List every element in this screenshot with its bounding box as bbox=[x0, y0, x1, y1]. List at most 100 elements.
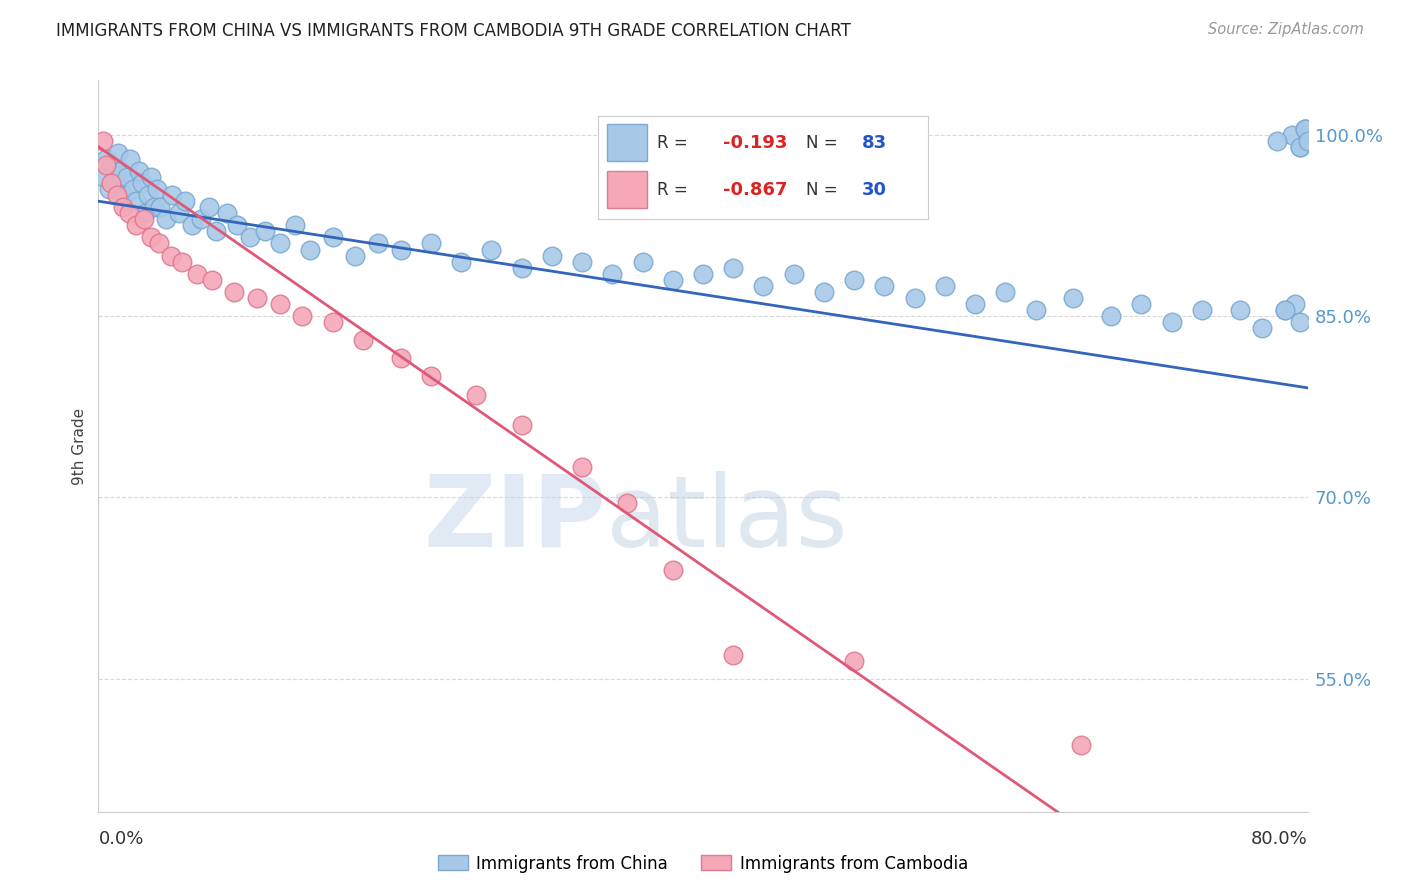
Text: R =: R = bbox=[657, 181, 693, 199]
Point bbox=[389, 351, 412, 366]
Point bbox=[692, 267, 714, 281]
Point bbox=[1294, 121, 1316, 136]
Point bbox=[510, 260, 533, 275]
Point bbox=[136, 188, 159, 202]
Point bbox=[322, 315, 344, 329]
Point bbox=[352, 333, 374, 347]
Point bbox=[94, 158, 117, 172]
Point bbox=[239, 230, 262, 244]
Point bbox=[110, 164, 132, 178]
Point bbox=[94, 152, 117, 166]
Point bbox=[155, 212, 177, 227]
Point bbox=[367, 236, 389, 251]
Point bbox=[173, 194, 195, 209]
Point bbox=[813, 285, 835, 299]
Point bbox=[1099, 309, 1122, 323]
Point bbox=[107, 145, 129, 160]
Point bbox=[186, 267, 208, 281]
Point bbox=[389, 243, 412, 257]
Point bbox=[269, 297, 291, 311]
Point bbox=[269, 236, 291, 251]
Point bbox=[1070, 738, 1092, 752]
Point bbox=[481, 243, 503, 257]
Point bbox=[100, 176, 122, 190]
Text: -0.193: -0.193 bbox=[723, 134, 787, 152]
Point bbox=[111, 200, 134, 214]
Point bbox=[844, 654, 866, 668]
Point bbox=[322, 230, 344, 244]
Point bbox=[167, 206, 190, 220]
Point bbox=[1294, 121, 1316, 136]
Point bbox=[131, 176, 153, 190]
Text: 80.0%: 80.0% bbox=[1251, 830, 1308, 848]
Point bbox=[1296, 134, 1319, 148]
Point bbox=[105, 188, 128, 202]
Point bbox=[104, 176, 127, 190]
Point bbox=[98, 182, 121, 196]
Point bbox=[465, 387, 488, 401]
Point bbox=[723, 260, 745, 275]
Text: ZIP: ZIP bbox=[423, 471, 606, 567]
Point bbox=[1289, 315, 1312, 329]
Point bbox=[1296, 134, 1319, 148]
Point bbox=[873, 278, 896, 293]
Text: 83: 83 bbox=[862, 134, 887, 152]
Point bbox=[162, 188, 184, 202]
Text: IMMIGRANTS FROM CHINA VS IMMIGRANTS FROM CAMBODIA 9TH GRADE CORRELATION CHART: IMMIGRANTS FROM CHINA VS IMMIGRANTS FROM… bbox=[56, 22, 851, 40]
Text: N =: N = bbox=[806, 181, 842, 199]
Point bbox=[571, 460, 593, 475]
Point bbox=[1191, 303, 1213, 318]
Point bbox=[190, 212, 212, 227]
Text: 30: 30 bbox=[862, 181, 887, 199]
Point bbox=[141, 169, 163, 184]
Point bbox=[91, 134, 114, 148]
Point bbox=[1274, 303, 1296, 318]
Point bbox=[1296, 128, 1319, 142]
Point bbox=[197, 200, 219, 214]
Point bbox=[662, 563, 685, 577]
Point bbox=[450, 254, 472, 268]
Point bbox=[132, 212, 155, 227]
Point bbox=[128, 164, 150, 178]
Point bbox=[122, 182, 145, 196]
Point bbox=[602, 267, 624, 281]
Point bbox=[616, 496, 638, 510]
Point bbox=[844, 273, 866, 287]
Point bbox=[246, 291, 269, 305]
Point bbox=[125, 194, 148, 209]
Point bbox=[662, 273, 685, 287]
FancyBboxPatch shape bbox=[607, 171, 647, 208]
Point bbox=[1062, 291, 1084, 305]
Text: -0.867: -0.867 bbox=[723, 181, 787, 199]
Text: 0.0%: 0.0% bbox=[98, 830, 143, 848]
Point bbox=[965, 297, 987, 311]
Point bbox=[205, 224, 228, 238]
Point bbox=[118, 206, 141, 220]
Point bbox=[112, 188, 135, 202]
Y-axis label: 9th Grade: 9th Grade bbox=[72, 408, 87, 484]
Point bbox=[1296, 134, 1319, 148]
Point bbox=[1294, 121, 1316, 136]
Point bbox=[1229, 303, 1251, 318]
Point bbox=[170, 254, 193, 268]
Point bbox=[934, 278, 956, 293]
Point bbox=[904, 291, 927, 305]
Point bbox=[253, 224, 276, 238]
Point bbox=[141, 230, 163, 244]
Point bbox=[344, 249, 367, 263]
Point bbox=[1289, 140, 1312, 154]
Point bbox=[571, 254, 593, 268]
Point bbox=[226, 219, 249, 233]
Point bbox=[783, 267, 806, 281]
Point bbox=[541, 249, 564, 263]
Point bbox=[299, 243, 322, 257]
Point bbox=[101, 158, 124, 172]
Point bbox=[149, 200, 172, 214]
Point bbox=[723, 648, 745, 662]
Point bbox=[134, 206, 156, 220]
Point bbox=[1160, 315, 1182, 329]
Text: R =: R = bbox=[657, 134, 693, 152]
Point bbox=[160, 249, 183, 263]
Point bbox=[631, 254, 654, 268]
Point bbox=[1024, 303, 1046, 318]
